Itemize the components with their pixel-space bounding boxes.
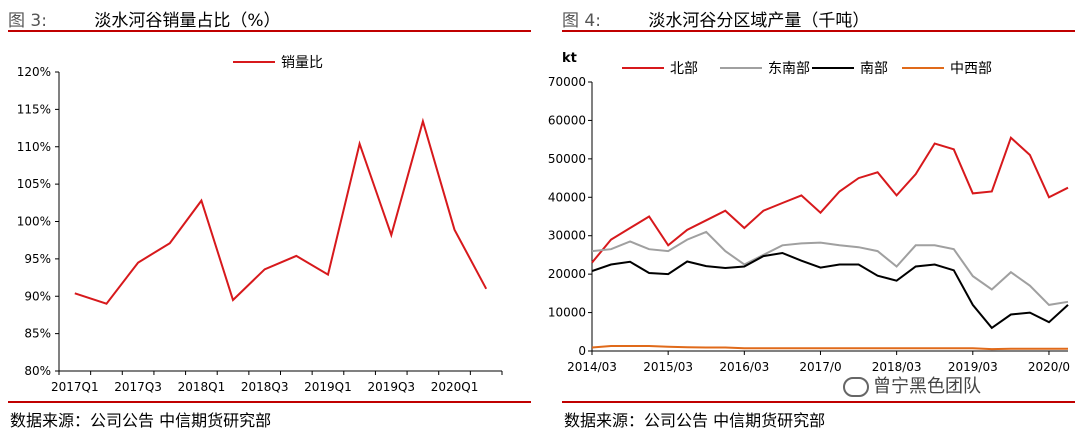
y-tick-label: 120% [17, 65, 51, 79]
legend-label-1: 东南部 [768, 61, 810, 77]
figure4-title-row: 图 4: 淡水河谷分区域产量（千吨） [562, 6, 869, 31]
series-line-0 [591, 135, 1069, 264]
x-tick-label: 2018Q3 [241, 380, 289, 394]
watermark: 曾宁黑色团队 [843, 372, 981, 398]
sales-ratio-chart: 80% 85% 90% 95% 100% 105% 110% 115% 120% 2017Q1 20… [17, 55, 503, 394]
figure3-top-divider [8, 30, 531, 32]
series-line-3 [591, 345, 1068, 351]
y-unit-label: kt [562, 51, 577, 66]
figure4-bottom-divider [562, 401, 1075, 403]
legend-label-3: 中西部 [950, 61, 992, 77]
x-tick-label: 2019/03 [948, 360, 998, 374]
x-tick-label: 2020Q1 [431, 380, 479, 394]
watermark-text: 曾宁黑色团队 [873, 376, 981, 397]
figure3-number: 图 3: [8, 11, 47, 31]
y-tick-label: 20000 [548, 267, 586, 281]
figure3-title: 淡水河谷销量占比（%） [94, 11, 281, 31]
y-tick-label: 115% [17, 102, 51, 116]
y-tick-label: 50000 [548, 152, 586, 166]
figure3-bottom-divider [8, 401, 531, 403]
x-tick-label: 2019Q3 [367, 380, 415, 394]
figure4-source: 数据来源：公司公告 中信期货研究部 [564, 411, 826, 430]
legend-label-2: 南部 [860, 61, 888, 77]
figure4-title: 淡水河谷分区域产量（千吨） [648, 11, 870, 31]
regional-output-chart: kt 0 10000 20000 30000 40000 50000 60000 70000 20… [548, 51, 1070, 374]
legend-label-sales-ratio: 销量比 [281, 55, 323, 71]
y-tick-label: 80% [24, 364, 51, 378]
y-tick-label: 85% [24, 327, 51, 341]
x-tick-label: 2017/0 [799, 360, 841, 374]
y-tick-label: 60000 [548, 113, 586, 127]
y-tick-label: 40000 [548, 190, 586, 204]
figure3-source: 数据来源：公司公告 中信期货研究部 [10, 411, 272, 430]
y-tick-label: 10000 [548, 306, 586, 320]
legend-label-0: 北部 [670, 61, 698, 77]
wechat-icon [843, 377, 869, 397]
y-tick-label: 30000 [548, 229, 586, 243]
y-tick-label: 90% [24, 289, 51, 303]
y-tick-label: 100% [17, 215, 51, 229]
x-tick-label: 2019Q1 [304, 380, 352, 394]
x-tick-label: 2014/03 [567, 360, 617, 374]
series-line-1 [591, 230, 1069, 306]
figure4-top-divider [562, 30, 1075, 32]
y-tick-label: 70000 [548, 75, 586, 89]
series-line-sales-ratio [74, 117, 488, 305]
x-tick-label: 2017Q3 [114, 380, 162, 394]
x-tick-label: 2017Q1 [51, 380, 99, 394]
x-tick-label: 2018Q1 [178, 380, 226, 394]
x-tick-label: 2016/03 [719, 360, 769, 374]
y-tick-label: 105% [17, 177, 51, 191]
x-tick-label: 2020/0 [1028, 360, 1070, 374]
figure4-number: 图 4: [562, 11, 601, 31]
figure3-title-row: 图 3: 淡水河谷销量占比（%） [8, 6, 281, 31]
x-tick-label: 2018/03 [872, 360, 922, 374]
y-tick-label: 95% [24, 252, 51, 266]
y-tick-label: 110% [17, 140, 51, 154]
series-line-2 [591, 251, 1069, 330]
y-tick-label: 0 [578, 344, 586, 358]
x-tick-label: 2015/03 [643, 360, 693, 374]
